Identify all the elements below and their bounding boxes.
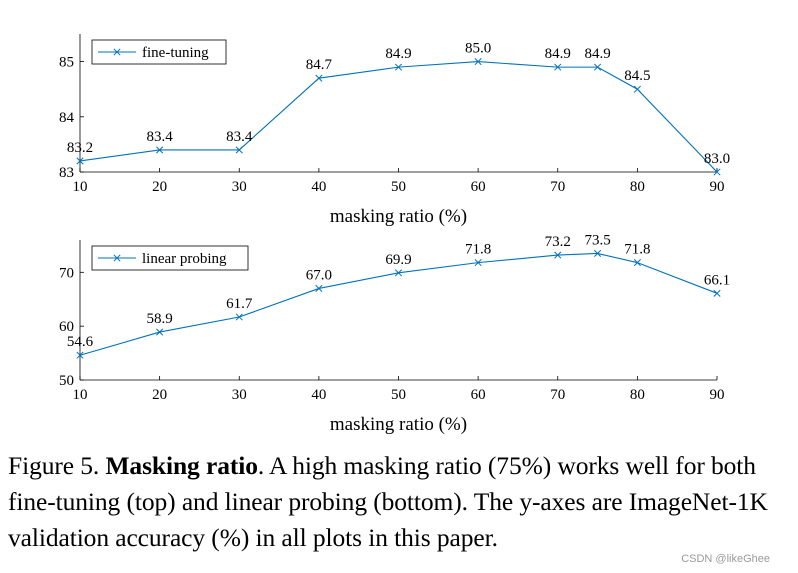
- x-tick-label: 50: [391, 179, 406, 195]
- legend-marker: [113, 254, 121, 262]
- data-point: [76, 351, 84, 359]
- figure: 10 20 30 40 50 60 70 80 90 83 84 85 masking ratio (%…: [59, 34, 730, 435]
- data-label: 71.8: [624, 242, 650, 258]
- data-label: 54.6: [67, 334, 94, 350]
- data-label: 73.2: [545, 234, 571, 250]
- y-tick-label: 70: [59, 265, 74, 281]
- data-point: [713, 289, 721, 297]
- legend-label: linear probing: [142, 251, 227, 267]
- data-point: [594, 63, 602, 71]
- data-label: 73.5: [584, 232, 610, 248]
- data-label: 83.4: [226, 129, 253, 145]
- data-label: 66.1: [704, 272, 730, 288]
- x-tick-label: 40: [311, 387, 326, 403]
- x-tick-label: 10: [73, 179, 88, 195]
- data-label: 61.7: [226, 296, 253, 312]
- data-point: [156, 146, 164, 154]
- data-label: 67.0: [306, 267, 332, 283]
- data-point: [633, 85, 641, 93]
- legend-marker: [113, 48, 121, 56]
- data-label: 84.9: [385, 46, 411, 62]
- data-point: [394, 63, 403, 71]
- data-label: 69.9: [385, 252, 411, 268]
- series-line-linear-probing: [79, 252, 718, 356]
- x-tick-label: 10: [73, 387, 88, 403]
- data-label: 83.4: [147, 129, 174, 145]
- x-axis-title: masking ratio (%): [330, 206, 467, 227]
- data-point: [474, 259, 482, 267]
- legend-label: fine-tuning: [142, 45, 209, 61]
- data-point: [554, 251, 562, 259]
- data-label: 85.0: [465, 41, 491, 57]
- x-tick-label: 90: [710, 387, 725, 403]
- legend: fine-tuning: [91, 39, 227, 65]
- x-tick-label: 60: [471, 179, 486, 195]
- x-tick-label: 60: [471, 387, 486, 403]
- x-tick-label: 80: [630, 179, 645, 195]
- x-tick-label: 50: [391, 387, 406, 403]
- chart-panel-1: 10 20 30 40 50 60 70 80 90 83 84 85 masking ratio (%…: [59, 34, 730, 227]
- x-tick-label: 30: [232, 179, 247, 195]
- data-point: [315, 74, 323, 82]
- caption-prefix: Figure 5.: [8, 451, 100, 480]
- data-label: 84.9: [584, 46, 610, 62]
- data-point: [156, 328, 164, 336]
- figure-caption: Figure 5. Masking ratio. A high masking …: [8, 448, 793, 556]
- data-label: 83.2: [67, 140, 93, 156]
- data-point: [713, 168, 721, 176]
- data-point: [235, 146, 243, 154]
- x-tick-label: 20: [152, 387, 167, 403]
- x-tick-label: 70: [550, 387, 565, 403]
- data-label: 71.8: [465, 242, 491, 258]
- x-tick-label: 90: [710, 179, 725, 195]
- data-label: 84.9: [545, 46, 571, 62]
- x-tick-label: 20: [152, 179, 167, 195]
- y-tick-label: 84: [59, 110, 75, 126]
- data-point: [235, 313, 243, 321]
- data-point: [315, 284, 323, 293]
- data-label: 84.5: [624, 68, 650, 84]
- y-tick-label: 83: [59, 165, 74, 181]
- x-axis-title: masking ratio (%): [330, 414, 467, 435]
- y-tick-label: 50: [59, 373, 74, 389]
- y-tick-label: 60: [59, 319, 74, 335]
- caption-text: . A high masking ratio (75%) works well …: [8, 451, 768, 552]
- x-tick-label: 30: [232, 387, 247, 403]
- x-tick-label: 70: [550, 179, 565, 195]
- data-point: [474, 58, 482, 66]
- x-tick-label: 40: [311, 179, 326, 195]
- data-point: [76, 157, 84, 165]
- data-label: 83.0: [704, 151, 730, 167]
- x-tick-label: 80: [630, 387, 645, 403]
- data-point: [594, 249, 602, 258]
- data-point: [633, 259, 641, 267]
- series-line-fine-tuning: [79, 61, 718, 173]
- y-tick-label: 85: [59, 55, 74, 71]
- chart-panel-2: 10 20 30 40 50 60 70 80 90 50 60 70 masking ratio (%…: [59, 232, 730, 435]
- data-point: [554, 63, 562, 71]
- legend: linear probing: [91, 245, 249, 271]
- watermark: CSDN @likeGhee: [681, 553, 770, 565]
- data-label: 58.9: [147, 311, 173, 327]
- caption-bold: Masking ratio: [105, 451, 258, 480]
- data-label: 84.7: [306, 57, 333, 73]
- data-point: [394, 269, 403, 277]
